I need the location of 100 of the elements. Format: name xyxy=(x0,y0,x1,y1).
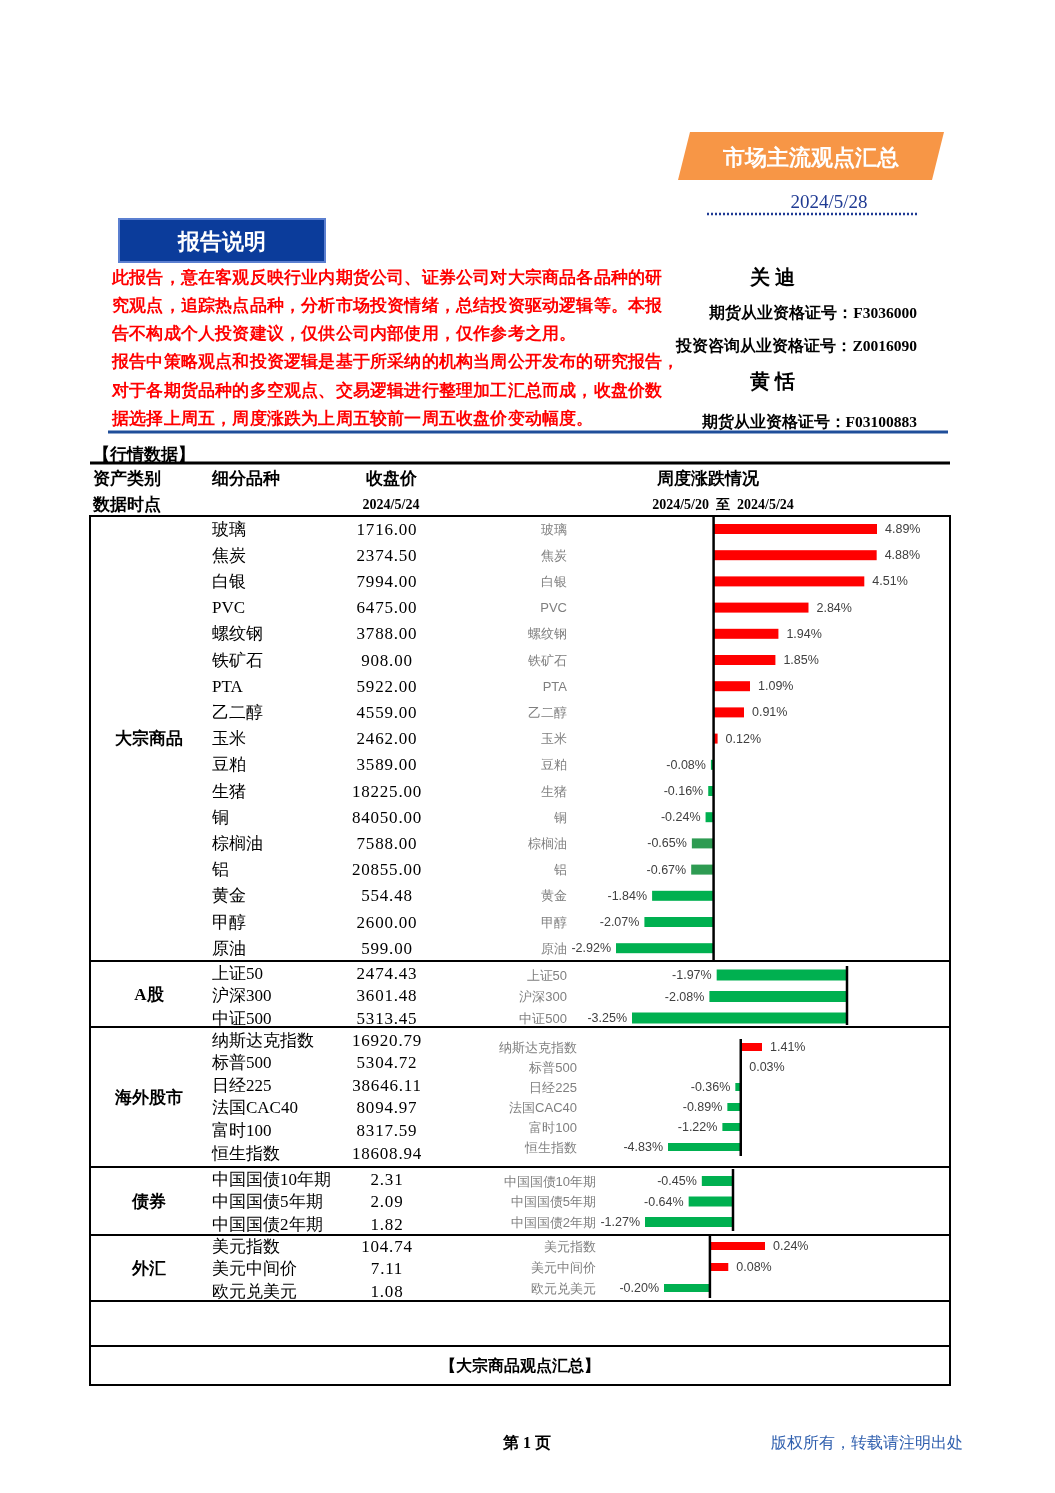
text: 收盘价 xyxy=(365,468,418,488)
category-label: 螺纹钢 xyxy=(528,626,567,642)
data-label: -0.36% xyxy=(690,1080,731,1094)
category-label: 纳斯达克指数 xyxy=(499,1039,577,1055)
text: 3601.48 xyxy=(356,986,418,1005)
text: 关 迪 xyxy=(748,266,795,288)
text: 8317.59 xyxy=(356,1120,418,1140)
text: 6475.00 xyxy=(356,598,418,618)
y-tick-label: 欧元兑美元 xyxy=(212,1281,297,1301)
data-label: -2.92% xyxy=(571,941,611,956)
y-tick-label: 中国国债10年期 xyxy=(212,1169,331,1189)
text: 市场主流观点汇总 xyxy=(722,144,899,170)
category-label: 中国国债10年期 xyxy=(503,1173,596,1189)
category-label: 乙二醇 xyxy=(528,704,567,720)
y-tick-label: 美元指数 xyxy=(212,1236,280,1256)
text: 1716.00 xyxy=(356,519,418,539)
category-label: 豆粕 xyxy=(541,757,567,773)
data-label: -1.84% xyxy=(607,888,648,903)
y-tick-label: 中国国债5年期 xyxy=(212,1192,323,1211)
text: 期货从业资格证号：F03100883 xyxy=(700,412,918,431)
text: 5313.45 xyxy=(356,1008,418,1028)
category-label: 欧元兑美元 xyxy=(531,1280,596,1296)
y-tick-label: 纳斯达克指数 xyxy=(212,1030,314,1050)
category-label: 上证50 xyxy=(526,967,567,983)
text: 债券 xyxy=(131,1191,166,1211)
category-label: 沪深300 xyxy=(519,989,567,1004)
y-tick-label: 豆粕 xyxy=(212,755,246,775)
y-tick-label: PTA xyxy=(212,676,244,696)
data-label: -1.22% xyxy=(677,1120,718,1134)
category-label: 生猪 xyxy=(541,783,567,799)
text: 此报告，意在客观反映行业内期货公司、证券公司对大宗商品各品种的研究观点，追踪热点品种，分析市场投资情绪，总结投资驱动逻辑等。本报告不构成个人投资建议，仅供公司内部使用，仅作参考之用。 xyxy=(111,267,664,344)
text: 104.74 xyxy=(361,1236,413,1256)
text: 908.00 xyxy=(361,650,413,670)
y-tick-label: 美元中间价 xyxy=(212,1259,297,1278)
data-label: 0.03% xyxy=(749,1060,785,1074)
text: 84050.00 xyxy=(351,807,423,827)
text: 2474.43 xyxy=(356,963,418,983)
text: A股 xyxy=(134,984,165,1004)
y-tick-label: 标普500 xyxy=(211,1053,272,1073)
y-tick-label: 甲醇 xyxy=(212,912,246,932)
text: 2374.50 xyxy=(356,545,418,565)
y-tick-label: 乙二醇 xyxy=(212,702,263,722)
text: 2600.00 xyxy=(356,912,418,932)
text: 海外股市 xyxy=(114,1087,183,1107)
text: 16920.79 xyxy=(351,1030,423,1050)
text: 2024/5/24 xyxy=(362,496,420,512)
y-tick-label: 棕榈油 xyxy=(212,833,263,853)
category-label: 甲醇 xyxy=(541,914,567,930)
data-label: 0.91% xyxy=(751,705,788,720)
y-tick-label: 铜 xyxy=(211,807,229,827)
category-label: PVC xyxy=(540,600,567,616)
text: 2024/5/20 至 2024/5/24 xyxy=(652,496,794,512)
category-label: 白银 xyxy=(541,573,567,589)
text: 投资咨询从业资格证号：Z0016090 xyxy=(675,336,918,354)
text: 1.82 xyxy=(370,1214,404,1234)
text: 599.00 xyxy=(361,938,413,958)
category-label: 原油 xyxy=(541,940,567,956)
data-label: 0.24% xyxy=(773,1239,809,1253)
text: 黄 恬 xyxy=(748,370,795,392)
text: 18225.00 xyxy=(351,781,423,801)
text: 报告说明 xyxy=(177,228,266,254)
text: 2.09 xyxy=(370,1192,404,1211)
text: 1.08 xyxy=(370,1281,404,1301)
text: 18608.94 xyxy=(351,1143,423,1163)
category-label: 中国国债2年期 xyxy=(510,1214,596,1230)
data-label: -2.07% xyxy=(599,915,640,929)
category-label: 美元指数 xyxy=(544,1238,596,1254)
y-tick-label: 上证50 xyxy=(212,963,263,983)
data-label: -0.65% xyxy=(647,836,687,851)
data-label: 1.09% xyxy=(758,679,794,694)
category-label: 黄金 xyxy=(541,888,567,904)
category-label: 中证500 xyxy=(519,1010,567,1026)
data-label: 2.84% xyxy=(816,600,852,615)
data-label: 1.41% xyxy=(770,1040,806,1054)
category-label: 铝 xyxy=(554,862,567,878)
text: 期货从业资格证号：F3036000 xyxy=(708,303,918,322)
text: 资产类别 xyxy=(93,468,161,488)
category-label: 富时100 xyxy=(529,1119,577,1135)
text: 【行情数据】 xyxy=(93,444,195,464)
data-label: 4.51% xyxy=(872,574,908,589)
y-tick-label: 富时100 xyxy=(212,1120,272,1140)
category-label: 美元中间价 xyxy=(531,1259,596,1275)
text: 3788.00 xyxy=(356,624,418,644)
text: 大宗商品 xyxy=(115,729,183,748)
data-label: -0.20% xyxy=(619,1281,659,1295)
text: 3589.00 xyxy=(356,755,418,775)
text: 版权所有，转载请注明出处 xyxy=(771,1433,963,1451)
text: 第 1 页 xyxy=(502,1433,551,1451)
y-tick-label: 铁矿石 xyxy=(211,650,263,670)
data-label: -0.45% xyxy=(657,1174,697,1188)
category-label: 玻璃 xyxy=(541,521,567,537)
text: 20855.00 xyxy=(351,860,423,880)
category-label: 玉米 xyxy=(541,731,567,747)
text: 【大宗商品观点汇总】 xyxy=(440,1355,600,1375)
data-label: 0.08% xyxy=(736,1260,772,1274)
data-label: -1.27% xyxy=(600,1215,640,1229)
category-label: 恒生指数 xyxy=(525,1139,577,1155)
y-tick-label: 中国国债2年期 xyxy=(212,1214,323,1234)
category-label: 标普500 xyxy=(529,1059,577,1075)
y-tick-label: 恒生指数 xyxy=(211,1143,280,1163)
